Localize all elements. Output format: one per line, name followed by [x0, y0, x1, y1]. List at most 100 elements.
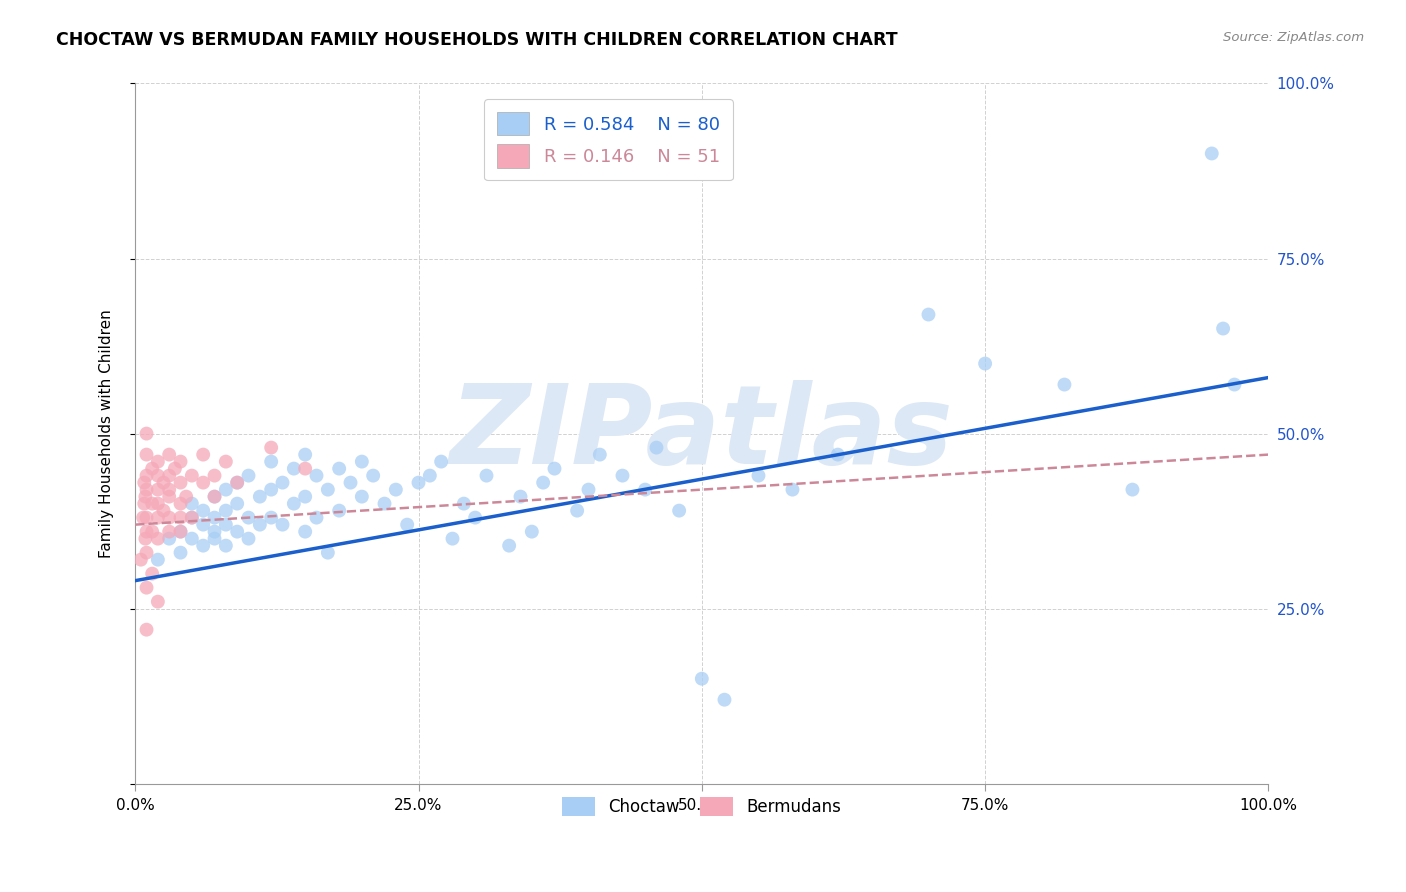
- Y-axis label: Family Households with Children: Family Households with Children: [100, 310, 114, 558]
- Point: [827, 448, 849, 462]
- Text: CHOCTAW VS BERMUDAN FAMILY HOUSEHOLDS WITH CHILDREN CORRELATION CHART: CHOCTAW VS BERMUDAN FAMILY HOUSEHOLDS WI…: [56, 31, 898, 49]
- Point: [690, 672, 713, 686]
- Point: [169, 524, 191, 539]
- Point: [260, 441, 283, 455]
- Point: [612, 468, 634, 483]
- Point: [1201, 146, 1223, 161]
- Point: [509, 490, 531, 504]
- Point: [430, 454, 453, 468]
- Point: [152, 503, 174, 517]
- Point: [169, 475, 191, 490]
- Point: [408, 475, 430, 490]
- Point: [141, 461, 163, 475]
- Point: [713, 692, 735, 706]
- Point: [271, 475, 294, 490]
- Point: [135, 546, 157, 560]
- Point: [249, 490, 271, 504]
- Point: [215, 517, 238, 532]
- Point: [260, 510, 283, 524]
- Point: [174, 490, 197, 504]
- Point: [316, 483, 339, 497]
- Point: [135, 524, 157, 539]
- Point: [305, 510, 328, 524]
- Point: [129, 552, 152, 566]
- Point: [498, 539, 520, 553]
- Point: [350, 490, 373, 504]
- Point: [249, 517, 271, 532]
- Point: [475, 468, 498, 483]
- Point: [141, 566, 163, 581]
- Point: [134, 532, 156, 546]
- Point: [193, 517, 215, 532]
- Point: [134, 490, 156, 504]
- Point: [193, 448, 215, 462]
- Point: [226, 475, 249, 490]
- Point: [204, 524, 226, 539]
- Point: [135, 483, 157, 497]
- Point: [578, 483, 600, 497]
- Point: [339, 475, 361, 490]
- Point: [135, 426, 157, 441]
- Point: [294, 461, 316, 475]
- Point: [328, 461, 350, 475]
- Point: [520, 524, 543, 539]
- Point: [271, 517, 294, 532]
- Point: [169, 524, 191, 539]
- Point: [917, 308, 939, 322]
- Point: [135, 468, 157, 483]
- Point: [163, 461, 186, 475]
- Point: [135, 623, 157, 637]
- Point: [238, 510, 260, 524]
- Point: [157, 468, 180, 483]
- Legend: Choctaw, Bermudans: Choctaw, Bermudans: [554, 789, 851, 824]
- Point: [146, 483, 169, 497]
- Text: Source: ZipAtlas.com: Source: ZipAtlas.com: [1223, 31, 1364, 45]
- Point: [385, 483, 408, 497]
- Point: [204, 490, 226, 504]
- Point: [146, 552, 169, 566]
- Point: [141, 524, 163, 539]
- Point: [204, 468, 226, 483]
- Point: [294, 524, 316, 539]
- Point: [464, 510, 486, 524]
- Point: [1121, 483, 1143, 497]
- Point: [180, 468, 202, 483]
- Point: [1223, 377, 1246, 392]
- Point: [157, 483, 180, 497]
- Point: [215, 503, 238, 517]
- Point: [226, 475, 249, 490]
- Point: [1053, 377, 1076, 392]
- Point: [974, 357, 997, 371]
- Point: [747, 468, 769, 483]
- Point: [260, 454, 283, 468]
- Point: [441, 532, 464, 546]
- Point: [157, 448, 180, 462]
- Point: [294, 448, 316, 462]
- Point: [226, 524, 249, 539]
- Point: [305, 468, 328, 483]
- Point: [238, 532, 260, 546]
- Point: [135, 448, 157, 462]
- Point: [180, 510, 202, 524]
- Point: [193, 503, 215, 517]
- Point: [226, 497, 249, 511]
- Point: [645, 441, 668, 455]
- Point: [283, 461, 305, 475]
- Point: [152, 475, 174, 490]
- Point: [316, 546, 339, 560]
- Point: [204, 510, 226, 524]
- Point: [565, 503, 588, 517]
- Point: [238, 468, 260, 483]
- Point: [135, 581, 157, 595]
- Point: [361, 468, 384, 483]
- Point: [146, 510, 169, 524]
- Point: [396, 517, 419, 532]
- Point: [215, 454, 238, 468]
- Point: [135, 510, 157, 524]
- Point: [543, 461, 565, 475]
- Point: [328, 503, 350, 517]
- Point: [193, 475, 215, 490]
- Point: [169, 546, 191, 560]
- Point: [204, 532, 226, 546]
- Point: [1212, 321, 1234, 335]
